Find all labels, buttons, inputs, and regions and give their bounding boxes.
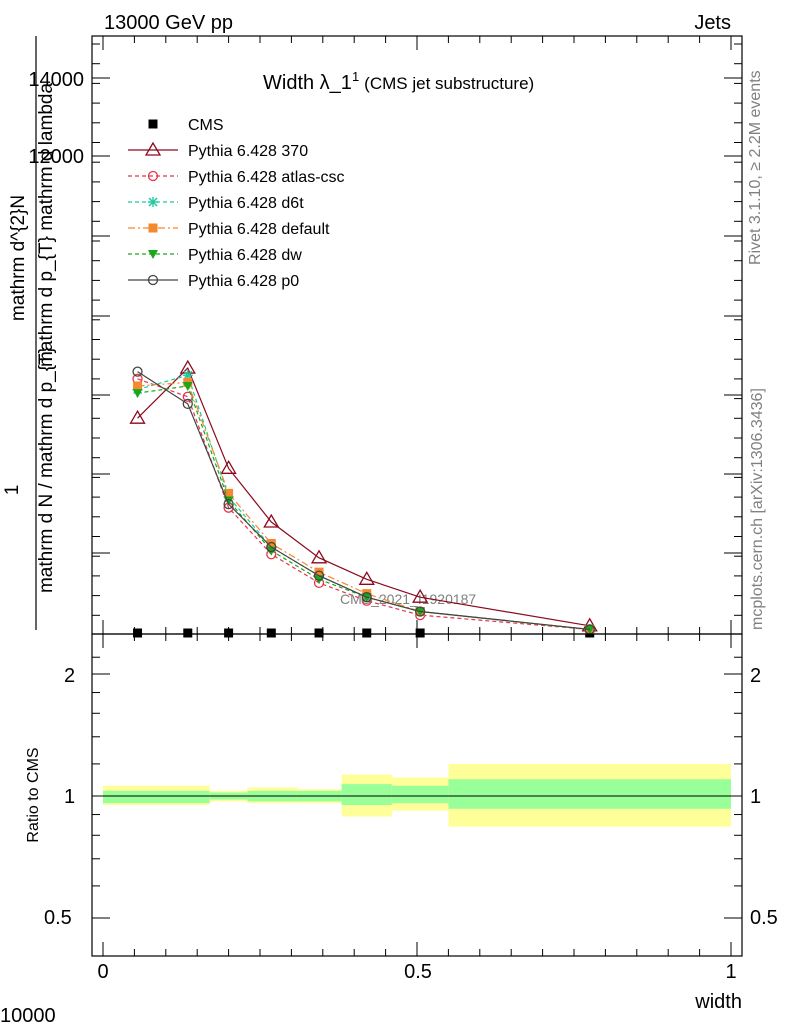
legend-label: Pythia 6.428 default <box>188 221 330 238</box>
ratio-y-axis-label: Ratio to CMS <box>25 747 42 842</box>
ratio-stat-uncertainty-band <box>103 790 210 804</box>
data-point <box>358 571 375 585</box>
legend-entry: CMS <box>148 117 224 134</box>
series-0 <box>133 628 595 638</box>
ratio-stat-uncertainty-band <box>341 784 392 806</box>
category-label: Jets <box>694 12 731 34</box>
ratio-y-tick-label-left: 2 <box>64 665 75 687</box>
ratio-uncertainty-bands <box>103 763 731 827</box>
data-point <box>182 391 193 402</box>
data-point <box>313 570 325 581</box>
legend-marker <box>148 197 158 207</box>
plot-title: Width λ_11 (CMS jet substructure) <box>263 69 534 94</box>
ratio-stat-uncertainty-band <box>448 779 731 809</box>
series-6 <box>132 366 595 635</box>
legend-label: Pythia 6.428 atlas-csc <box>188 169 345 186</box>
data-point <box>182 381 193 391</box>
data-point <box>132 389 143 399</box>
x-tick-label: 0 <box>97 961 108 983</box>
y-label-denominator: mathrm d p_{T} mathrm d lambda <box>36 83 57 367</box>
series-line <box>137 381 590 631</box>
data-point <box>182 398 193 410</box>
legend-label: Pythia 6.428 dw <box>188 247 302 264</box>
energy-label: 13000 GeV pp <box>104 12 233 34</box>
data-point <box>220 460 237 474</box>
plot-title-subtitle: (CMS jet substructure) <box>364 74 534 93</box>
main-y-tick-label: 14000 <box>28 69 84 91</box>
legend-entry: Pythia 6.428 default <box>128 221 330 238</box>
data-point <box>183 628 193 638</box>
data-point <box>310 549 328 564</box>
legend: CMS Pythia 6.428 370 Pythia 6.428 atlas-cs… <box>128 117 345 290</box>
data-point <box>584 625 595 635</box>
series-line <box>137 378 590 631</box>
legend-entry: Pythia 6.428 p0 <box>128 273 299 290</box>
ratio-y-tick-label-left: 0.5 <box>44 907 72 929</box>
stray-tick-label: 10000 <box>0 1005 56 1024</box>
y-label-prefactor-denominator: mathrm d N / mathrm d p_{T} <box>36 347 57 593</box>
ratio-stat-uncertainty-band <box>391 785 449 804</box>
main-y-axis-label: mathrm d^{2}N mathrm d p_{T} mathrm d la… <box>2 36 57 630</box>
mcplots-label: mcplots.cern.ch [arXiv:1306.3436] <box>749 388 766 630</box>
data-point <box>314 567 324 577</box>
data-point <box>314 628 324 638</box>
data-point <box>415 628 425 638</box>
data-point <box>266 628 276 638</box>
series-1 <box>129 359 598 632</box>
legend-marker <box>144 141 162 156</box>
ratio-y-tick-label-right: 1 <box>750 786 761 808</box>
legend-entry: Pythia 6.428 370 <box>128 141 308 160</box>
series-layer <box>129 359 598 638</box>
data-point <box>224 628 234 638</box>
legend-entry: Pythia 6.428 d6t <box>128 195 304 212</box>
data-point <box>133 381 143 391</box>
rivet-label: Rivet 3.1.10, ≥ 2.2M events <box>747 70 764 265</box>
series-line <box>137 371 590 631</box>
x-tick-label: 0.5 <box>404 961 432 983</box>
data-point <box>361 592 372 603</box>
main-axis-ticks <box>92 36 742 634</box>
series-line <box>137 385 590 631</box>
legend-marker <box>148 250 158 259</box>
series-line <box>137 367 590 627</box>
main-y-tick-label: 12000 <box>28 146 84 168</box>
y-label-prefactor-numerator: 1 <box>2 485 23 496</box>
data-point <box>414 606 426 617</box>
ratio-y-tick-label-left: 1 <box>64 786 75 808</box>
legend-label: Pythia 6.428 p0 <box>188 273 299 290</box>
y-label-numerator: mathrm d^{2}N <box>8 195 29 321</box>
data-point <box>266 539 276 548</box>
data-point <box>266 541 277 553</box>
analysis-watermark: CMS_2021_I1920187 <box>340 591 476 607</box>
ratio-y-tick-label-right: 2 <box>750 665 761 687</box>
ratio-y-tick-label-right: 0.5 <box>750 907 778 929</box>
legend-entry: Pythia 6.428 dw <box>128 247 302 264</box>
legend-marker <box>148 223 158 233</box>
data-point <box>129 409 146 424</box>
ratio-axis-ticks <box>92 634 742 956</box>
data-point <box>362 628 372 638</box>
data-point <box>263 513 280 528</box>
legend-label: CMS <box>188 117 224 134</box>
x-axis-label: width <box>694 991 742 1013</box>
plot-title-main: Width λ_1 <box>263 72 352 94</box>
star-marker-stroke <box>148 197 158 207</box>
legend-marker <box>148 119 158 129</box>
plot-title-superscript: 1 <box>352 69 359 84</box>
legend-marker <box>147 170 159 182</box>
data-point <box>133 628 143 638</box>
legend-marker <box>147 274 159 286</box>
legend-entry: Pythia 6.428 atlas-csc <box>128 169 345 186</box>
data-point <box>223 498 234 510</box>
legend-label: Pythia 6.428 370 <box>188 143 308 160</box>
x-tick-label: 1 <box>725 961 736 983</box>
data-point <box>132 366 143 377</box>
data-point <box>412 588 429 603</box>
data-point <box>224 488 234 498</box>
legend-label: Pythia 6.428 d6t <box>188 195 304 212</box>
